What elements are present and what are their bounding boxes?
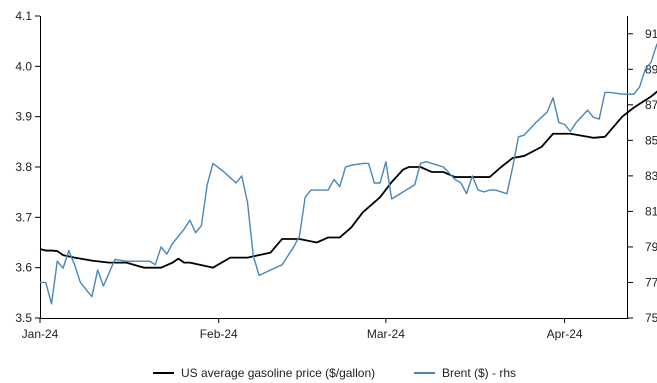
- y-right-ticks: 75 77 79 81 83 85 87 89 91: [628, 27, 657, 325]
- y-right-tick-label: 83: [645, 169, 657, 183]
- y-left-ticks: 3.5 3.6 3.7 3.8 3.9 4.0 4.1: [15, 9, 40, 325]
- y-left-tick-label: 3.5: [15, 311, 32, 325]
- y-left-tick-label: 3.6: [15, 261, 32, 275]
- axes: [40, 16, 628, 319]
- y-right-tick-label: 85: [645, 133, 657, 147]
- y-right-tick-label: 91: [645, 27, 657, 41]
- y-left-tick-label: 4.1: [15, 9, 32, 23]
- y-right-tick-label: 79: [645, 240, 657, 254]
- series-line-brent: [40, 43, 657, 305]
- y-right-tick-label: 87: [645, 98, 657, 112]
- legend-label-brent: Brent ($) - rhs: [442, 366, 516, 380]
- y-left-tick-label: 4.0: [15, 59, 32, 73]
- legend: US average gasoline price ($/gallon) Bre…: [153, 366, 516, 380]
- series-layer: [39, 43, 657, 305]
- legend-label-gasoline: US average gasoline price ($/gallon): [181, 366, 375, 380]
- y-right-tick-label: 89: [645, 62, 657, 76]
- x-tick-label: Jan-24: [22, 327, 59, 341]
- series-line-gasoline: [39, 90, 657, 269]
- legend-item-gasoline: US average gasoline price ($/gallon): [153, 366, 375, 380]
- x-ticks: Jan-24 Feb-24 Mar-24 Apr-24: [22, 318, 583, 341]
- legend-item-brent: Brent ($) - rhs: [414, 366, 516, 380]
- y-right-tick-label: 81: [645, 204, 657, 218]
- x-tick-label: Mar-24: [367, 327, 405, 341]
- x-tick-label: Feb-24: [200, 327, 238, 341]
- x-tick-label: Apr-24: [547, 327, 583, 341]
- y-right-tick-label: 75: [645, 311, 657, 325]
- y-right-tick-label: 77: [645, 275, 657, 289]
- y-left-tick-label: 3.7: [15, 210, 32, 224]
- y-left-tick-label: 3.9: [15, 110, 32, 124]
- y-left-tick-label: 3.8: [15, 160, 32, 174]
